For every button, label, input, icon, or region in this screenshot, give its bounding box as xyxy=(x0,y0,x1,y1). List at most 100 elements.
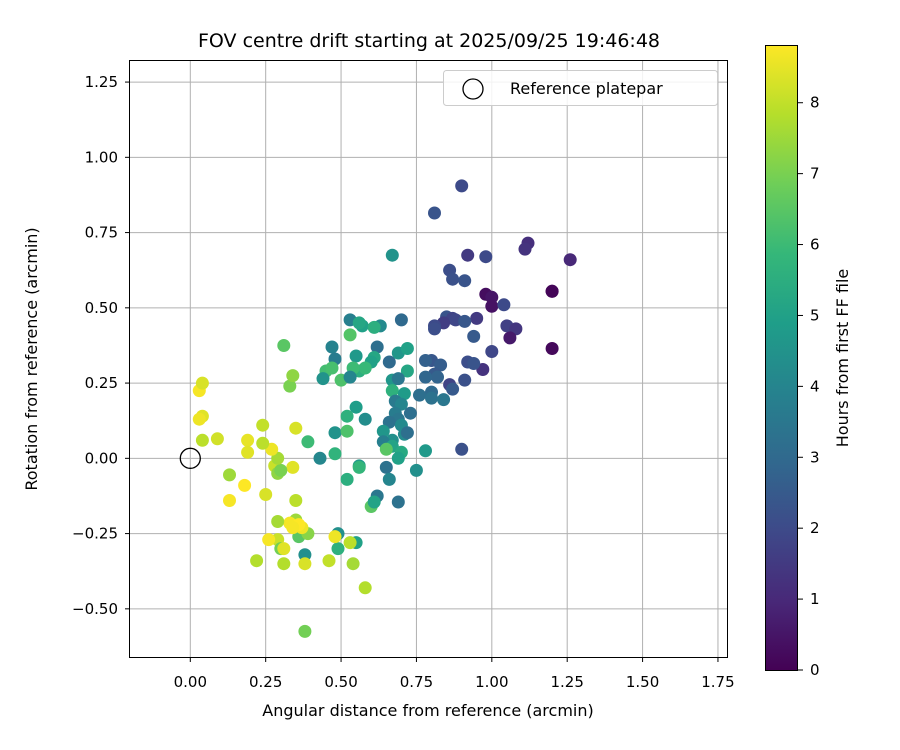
plot-frame xyxy=(129,60,728,658)
data-point xyxy=(563,253,577,267)
chart-title: FOV centre drift starting at 2025/09/25 … xyxy=(198,30,660,52)
data-point xyxy=(340,409,354,423)
data-point xyxy=(370,340,384,354)
data-point xyxy=(274,463,288,477)
data-point xyxy=(385,384,399,398)
data-point xyxy=(400,342,414,355)
data-point xyxy=(382,472,396,486)
data-point xyxy=(346,557,360,571)
x-tick-label: 1.25 xyxy=(550,673,583,691)
data-point xyxy=(431,370,444,384)
colorbar-frame xyxy=(765,45,798,671)
data-point xyxy=(223,494,236,507)
data-point xyxy=(325,340,339,354)
data-point xyxy=(400,364,414,378)
colorbar-tick-label: 3 xyxy=(810,448,820,466)
data-point xyxy=(298,557,312,571)
data-point xyxy=(241,433,255,447)
data-point xyxy=(195,433,209,447)
y-axis-label: Rotation from reference (arcmin) xyxy=(22,227,41,490)
colorbar-tick-label: 4 xyxy=(810,377,820,395)
data-point xyxy=(286,369,300,383)
y-tick-label: −0.50 xyxy=(72,600,118,618)
data-point xyxy=(391,372,405,386)
data-point xyxy=(352,460,366,474)
colorbar-tick-label: 2 xyxy=(810,519,820,537)
data-point xyxy=(343,328,357,342)
data-point xyxy=(419,370,432,384)
data-point xyxy=(545,284,559,298)
y-tick-label: 0.50 xyxy=(85,299,118,317)
data-point xyxy=(328,530,342,544)
data-point xyxy=(458,274,472,288)
reference-point xyxy=(179,447,201,469)
data-point xyxy=(470,311,484,325)
y-tick-label: 0.00 xyxy=(85,449,118,467)
data-point xyxy=(461,248,475,262)
data-point xyxy=(446,382,460,396)
data-point xyxy=(367,320,381,334)
legend-open-circle-marker xyxy=(462,78,484,100)
data-point xyxy=(192,412,206,426)
data-point xyxy=(467,357,481,370)
data-point xyxy=(397,387,411,401)
data-point xyxy=(485,290,499,304)
colorbar-tick-label: 6 xyxy=(810,236,820,254)
data-point xyxy=(271,515,285,528)
data-point xyxy=(379,460,393,474)
data-point xyxy=(485,345,499,358)
data-point xyxy=(313,451,327,465)
data-point xyxy=(413,388,426,402)
data-point xyxy=(289,494,303,507)
data-point xyxy=(385,248,399,262)
reference-platepar-marker xyxy=(179,447,201,469)
colorbar-label: Hours from first FF file xyxy=(833,269,852,448)
data-point xyxy=(403,406,417,420)
data-point xyxy=(250,554,264,568)
data-point xyxy=(277,339,291,352)
data-point xyxy=(428,206,441,220)
data-point xyxy=(518,242,532,256)
x-tick-label: 0.25 xyxy=(249,673,282,691)
y-tick-label: 0.75 xyxy=(85,224,118,242)
data-point xyxy=(328,447,342,461)
data-point xyxy=(358,581,372,595)
x-tick-label: 1.00 xyxy=(475,673,508,691)
data-point xyxy=(322,554,336,568)
data-point xyxy=(479,250,493,264)
data-point xyxy=(391,451,405,465)
data-point xyxy=(340,424,354,438)
data-point xyxy=(394,313,408,327)
data-point xyxy=(458,314,472,328)
data-point xyxy=(467,329,481,343)
data-point xyxy=(455,179,469,193)
data-point xyxy=(446,272,460,286)
y-tick-label: 0.25 xyxy=(85,374,118,392)
colorbar: 0 1 2 3 4 5 6 7 8 Hours from first FF file xyxy=(765,45,852,679)
legend: Reference platepar xyxy=(443,70,718,106)
data-point xyxy=(376,424,390,438)
data-point xyxy=(428,322,441,336)
data-point xyxy=(349,400,363,414)
data-point xyxy=(358,412,372,426)
data-point xyxy=(283,379,297,393)
data-point xyxy=(256,436,270,450)
data-point xyxy=(503,331,517,345)
data-point xyxy=(325,361,339,375)
legend-box xyxy=(443,70,718,106)
data-point xyxy=(352,316,366,330)
data-point xyxy=(425,391,438,405)
y-tick-label: −0.25 xyxy=(72,525,118,543)
data-point xyxy=(259,488,273,501)
data-point xyxy=(210,432,224,446)
colorbar-tick-label: 8 xyxy=(810,94,820,112)
colorbar-tick-label: 1 xyxy=(810,590,820,608)
data-point xyxy=(298,624,312,638)
data-point xyxy=(256,418,270,432)
data-point xyxy=(298,548,312,562)
data-point xyxy=(358,361,372,375)
data-point xyxy=(262,533,276,547)
data-point xyxy=(340,472,354,486)
x-axis-ticks: 0.00 0.25 0.50 0.75 1.00 1.25 1.50 1.75 xyxy=(174,657,735,691)
